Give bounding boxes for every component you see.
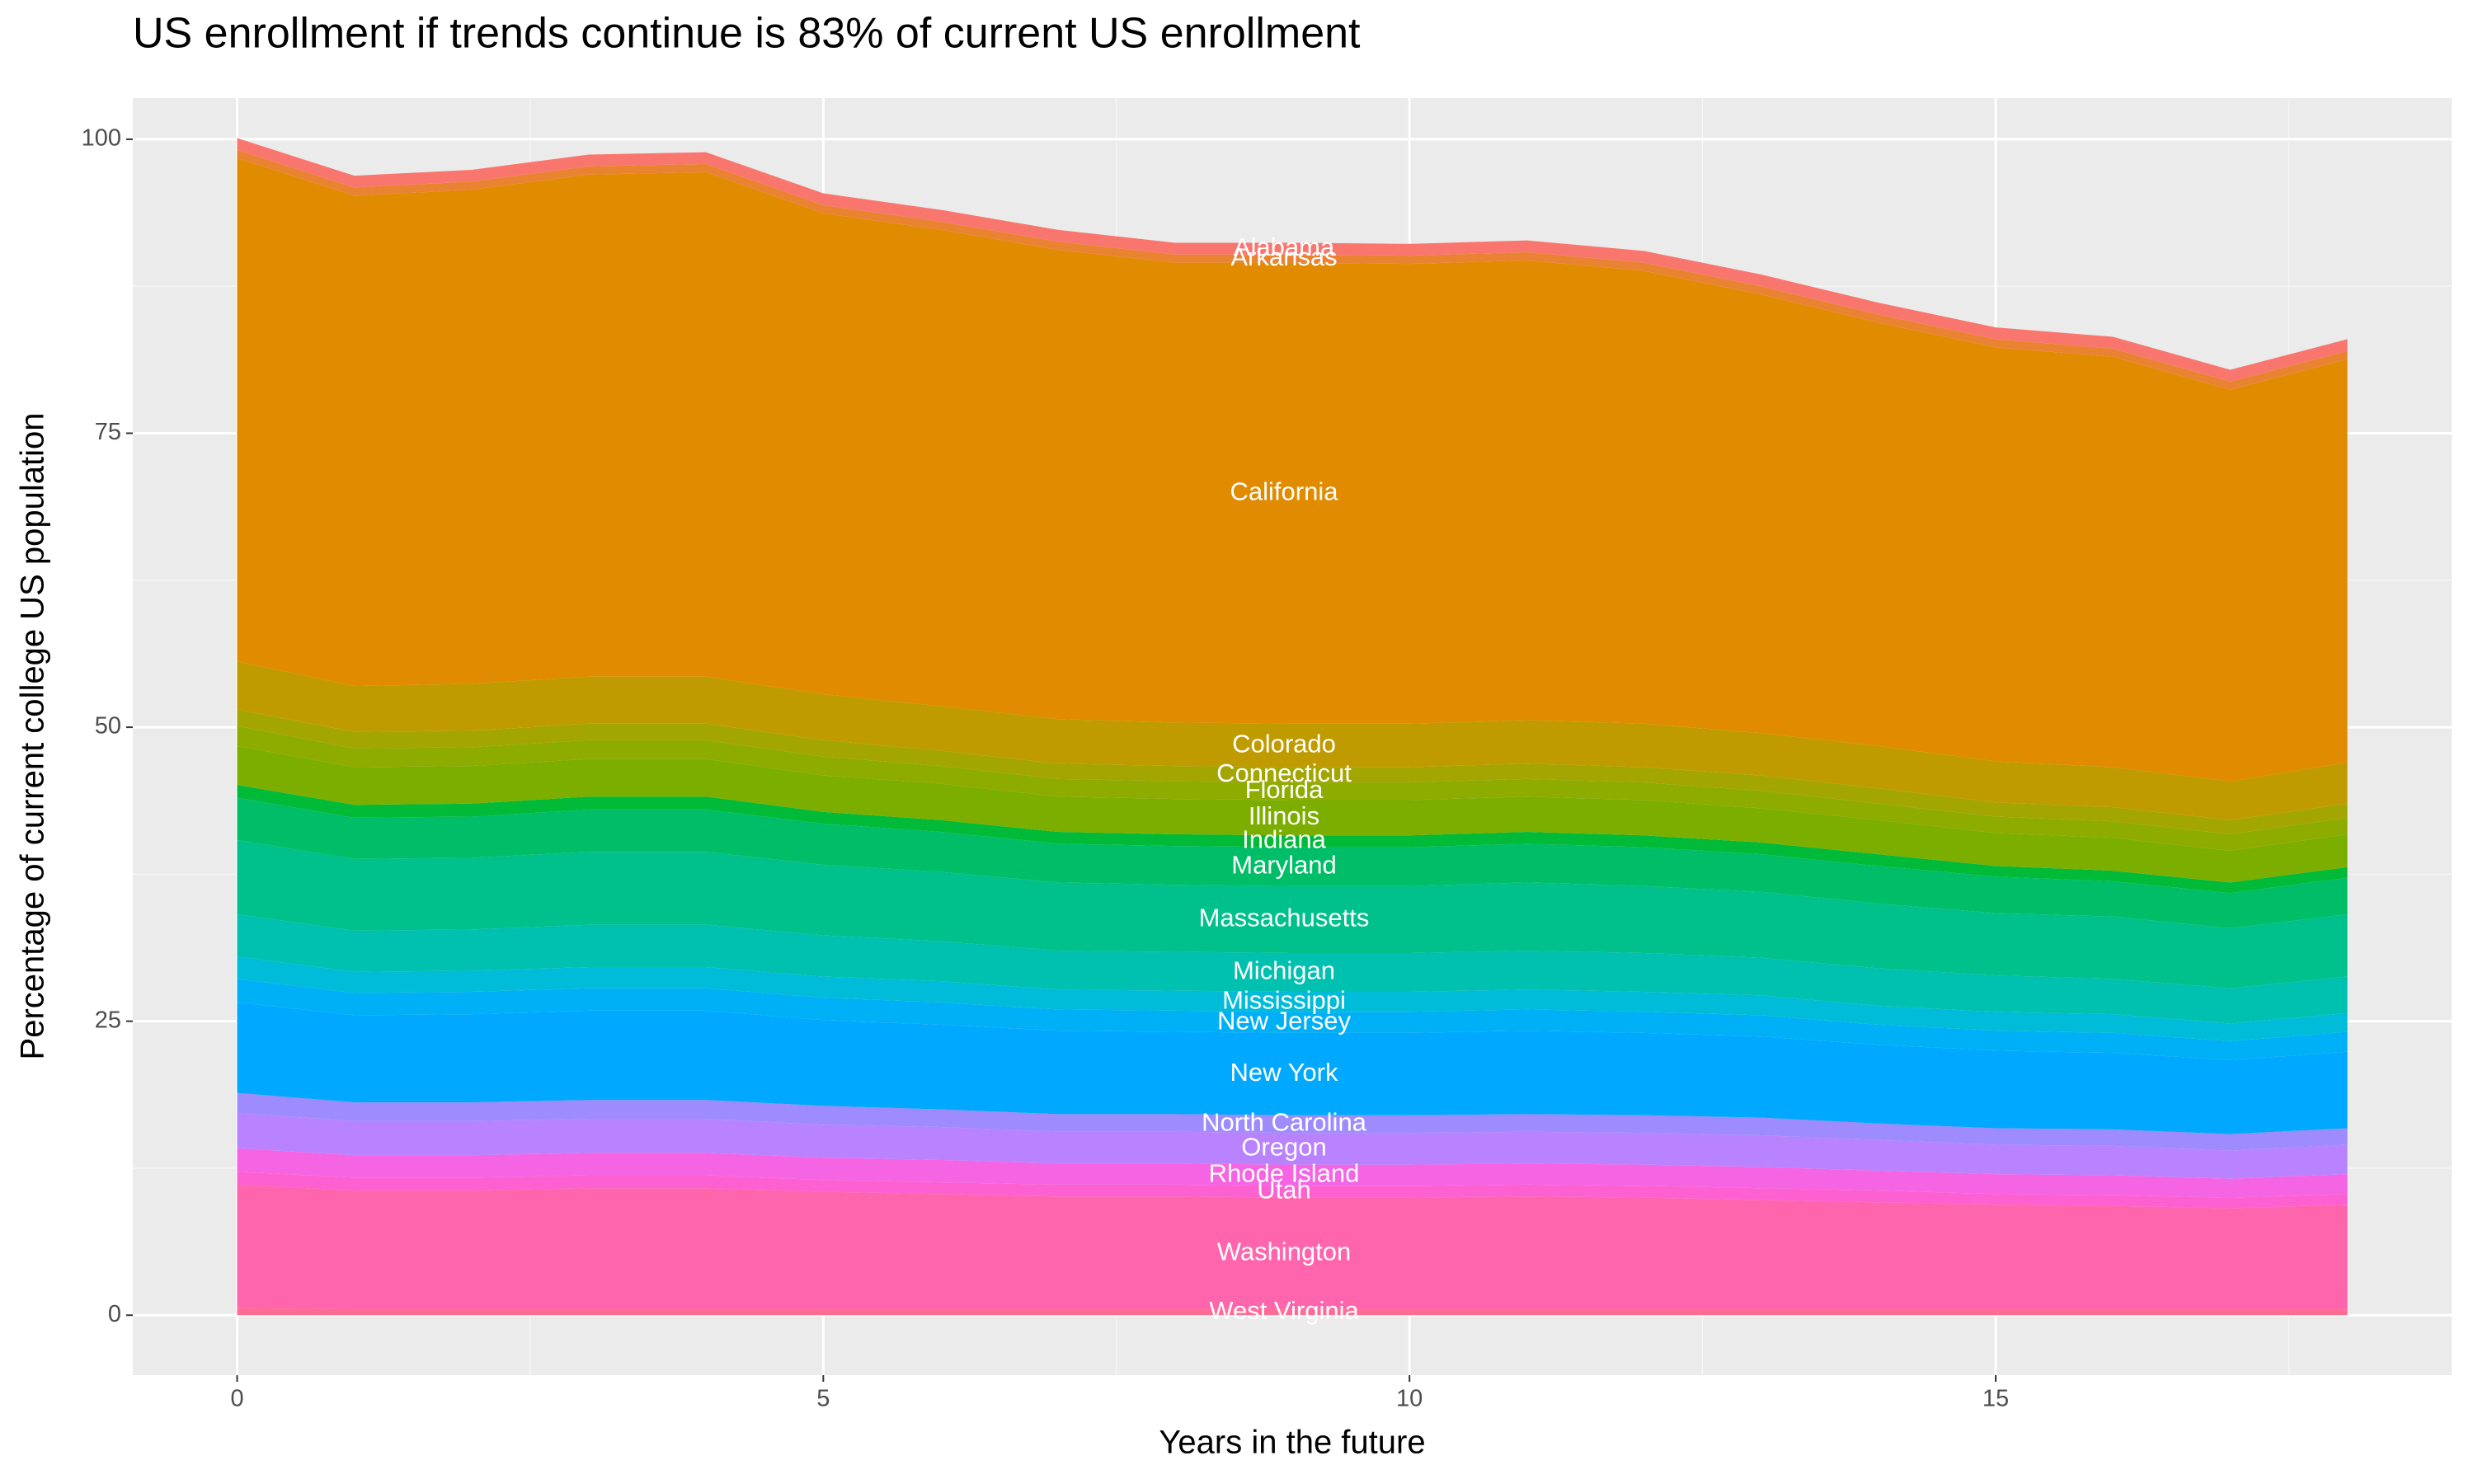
area-label: Mississippi — [1222, 985, 1346, 1014]
area-label: Utah — [1257, 1176, 1310, 1205]
area-label: Illinois — [1249, 801, 1319, 830]
y-tick-label: 75 — [95, 419, 121, 445]
ticks: 0 25 50 75 100 0 5 10 15 — [82, 125, 2010, 1412]
y-tick-label: 25 — [95, 1007, 121, 1033]
areas — [237, 138, 2348, 1316]
chart-title: US enrollment if trends continue is 83% … — [133, 10, 1361, 58]
area — [237, 979, 2348, 1060]
area-label: New York — [1230, 1058, 1338, 1087]
area-label: Rhode Island — [1209, 1159, 1360, 1188]
area-label: Washington — [1217, 1237, 1352, 1266]
area — [237, 1112, 2348, 1179]
area-label: Indiana — [1242, 825, 1326, 854]
area — [237, 1172, 2348, 1209]
area — [237, 1002, 2348, 1134]
area-label: Florida — [1245, 775, 1324, 804]
area-label: New Jersey — [1217, 1006, 1351, 1035]
area — [237, 709, 2348, 834]
x-tick-label: 10 — [1396, 1386, 1423, 1412]
area — [237, 784, 2348, 894]
area — [237, 661, 2348, 820]
x-tick-label: 15 — [1982, 1386, 2009, 1412]
area-label: California — [1230, 477, 1339, 505]
area — [237, 726, 2348, 851]
area-label: Massachusetts — [1199, 903, 1370, 932]
area — [237, 913, 2348, 1024]
area — [237, 797, 2348, 928]
area-label: West Virginia — [1209, 1296, 1359, 1325]
y-tick-label: 50 — [95, 713, 121, 740]
x-tick-label: 5 — [816, 1386, 830, 1412]
area — [237, 1148, 2348, 1198]
x-tick-label: 0 — [230, 1386, 243, 1412]
area — [237, 745, 2348, 883]
area — [237, 1092, 2348, 1151]
y-tick-label: 100 — [82, 125, 121, 152]
area-label: Colorado — [1232, 729, 1336, 758]
y-axis-title: Percentage of current college US populat… — [15, 413, 51, 1060]
x-axis-title: Years in the future — [1159, 1425, 1425, 1461]
area-label: Michigan — [1233, 956, 1335, 985]
area — [237, 1184, 2348, 1310]
area — [237, 1308, 2348, 1316]
y-tick-label: 0 — [108, 1301, 121, 1327]
area — [237, 840, 2348, 989]
area-label: Oregon — [1241, 1133, 1326, 1162]
area-label: Arkansas — [1230, 242, 1337, 271]
area-label: Maryland — [1231, 850, 1337, 879]
area — [237, 157, 2348, 782]
area — [237, 956, 2348, 1041]
area-label: Alabama — [1234, 232, 1335, 261]
area-label: North Carolina — [1202, 1108, 1367, 1137]
area-label: Connecticut — [1216, 758, 1352, 787]
